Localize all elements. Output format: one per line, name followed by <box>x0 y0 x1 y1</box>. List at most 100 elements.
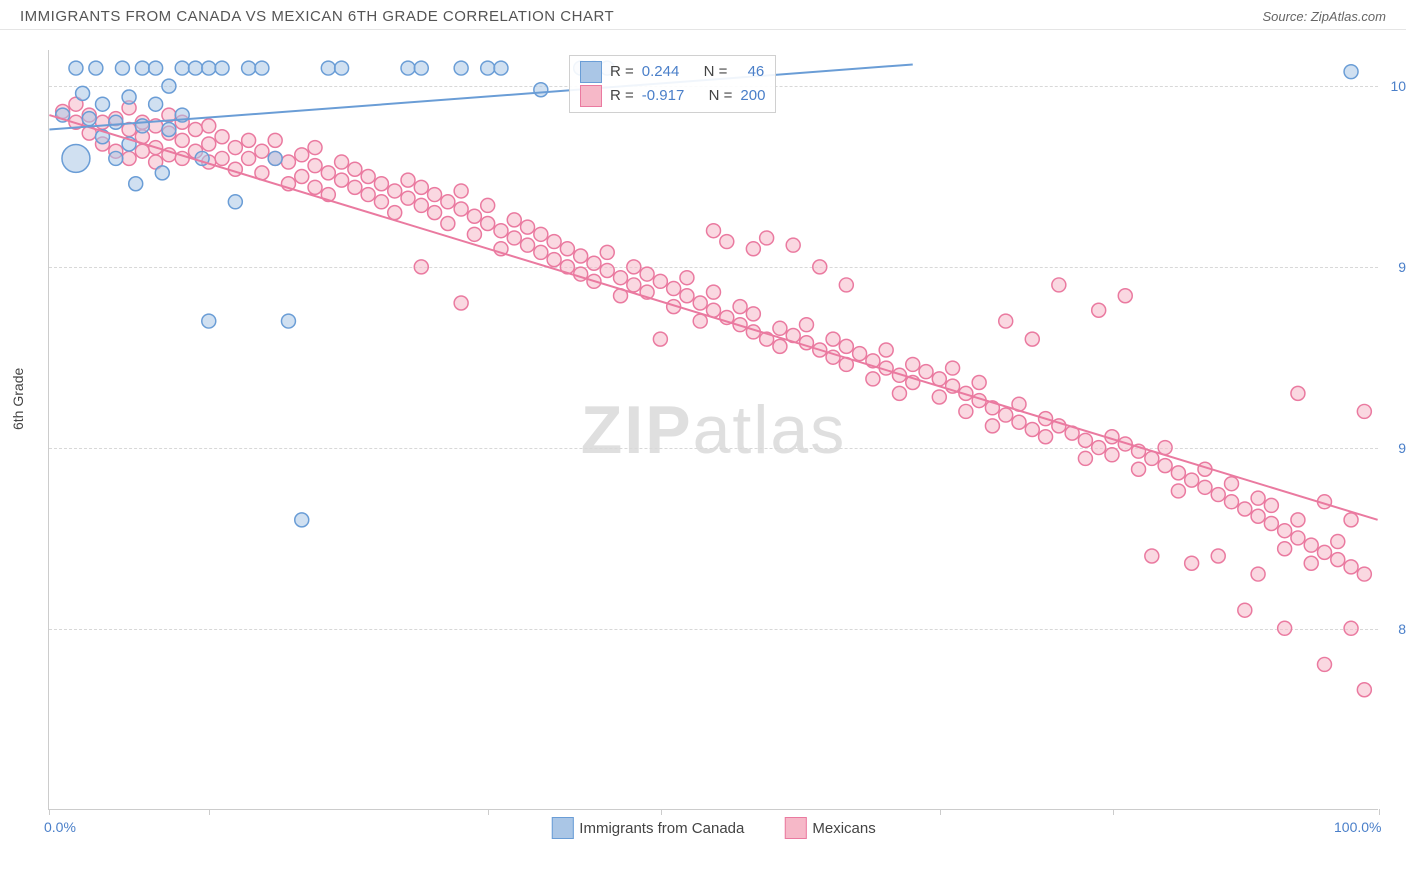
data-point <box>109 115 123 129</box>
data-point <box>1291 386 1305 400</box>
data-point <box>521 238 535 252</box>
data-point <box>494 61 508 75</box>
data-point <box>295 513 309 527</box>
data-point <box>1251 567 1265 581</box>
data-point <box>799 318 813 332</box>
data-point <box>155 166 169 180</box>
data-point <box>1132 462 1146 476</box>
data-point <box>308 159 322 173</box>
data-point <box>680 289 694 303</box>
data-point <box>839 278 853 292</box>
data-point <box>175 61 189 75</box>
data-point <box>228 195 242 209</box>
data-point <box>521 220 535 234</box>
data-point <box>600 263 614 277</box>
data-point <box>414 61 428 75</box>
data-point <box>96 115 110 129</box>
data-point <box>1185 556 1199 570</box>
data-point <box>82 112 96 126</box>
data-point <box>1211 488 1225 502</box>
data-point <box>467 209 481 223</box>
data-point <box>129 177 143 191</box>
correlation-legend: R = 0.244 N = 46 R = -0.917 N = 200 <box>569 55 776 113</box>
data-point <box>627 260 641 274</box>
data-point <box>122 151 136 165</box>
y-tick-label: 90.0% <box>1383 440 1406 456</box>
data-point <box>1225 495 1239 509</box>
data-point <box>879 343 893 357</box>
data-point <box>242 151 256 165</box>
data-point <box>813 260 827 274</box>
data-point <box>614 271 628 285</box>
data-point <box>388 206 402 220</box>
data-point <box>335 155 349 169</box>
data-point <box>1344 560 1358 574</box>
data-point <box>467 227 481 241</box>
data-point <box>335 61 349 75</box>
data-point <box>481 198 495 212</box>
data-point <box>441 216 455 230</box>
data-point <box>202 137 216 151</box>
data-point <box>693 314 707 328</box>
data-point <box>1158 459 1172 473</box>
data-point <box>414 260 428 274</box>
data-point <box>414 180 428 194</box>
data-point <box>906 357 920 371</box>
data-point <box>228 141 242 155</box>
data-point <box>1238 502 1252 516</box>
data-point <box>215 130 229 144</box>
data-point <box>1304 556 1318 570</box>
data-point <box>587 256 601 270</box>
data-point <box>242 61 256 75</box>
x-tick <box>488 809 489 815</box>
data-point <box>321 61 335 75</box>
plot-area <box>49 50 1378 809</box>
data-point <box>308 180 322 194</box>
data-point <box>388 184 402 198</box>
data-point <box>321 166 335 180</box>
data-point <box>281 314 295 328</box>
data-point <box>481 61 495 75</box>
data-point <box>428 206 442 220</box>
data-point <box>414 198 428 212</box>
data-point <box>547 235 561 249</box>
data-point <box>507 231 521 245</box>
data-point <box>202 119 216 133</box>
trend-line <box>49 115 1377 520</box>
data-point <box>1278 524 1292 538</box>
data-point <box>640 267 654 281</box>
x-tick <box>661 809 662 815</box>
data-point <box>972 376 986 390</box>
data-point <box>255 61 269 75</box>
data-point <box>454 61 468 75</box>
data-point <box>1171 466 1185 480</box>
data-point <box>122 90 136 104</box>
data-point <box>1304 538 1318 552</box>
data-point <box>1251 491 1265 505</box>
data-point <box>175 133 189 147</box>
data-point <box>707 224 721 238</box>
data-point <box>149 97 163 111</box>
data-point <box>1225 477 1239 491</box>
data-point <box>1092 303 1106 317</box>
data-point <box>242 133 256 147</box>
data-point <box>1291 513 1305 527</box>
y-tick-label: 95.0% <box>1383 259 1406 275</box>
data-point <box>919 365 933 379</box>
data-point <box>335 173 349 187</box>
data-point <box>348 162 362 176</box>
data-point <box>255 144 269 158</box>
data-point <box>1092 441 1106 455</box>
data-point <box>215 151 229 165</box>
data-point <box>560 242 574 256</box>
x-tick-label: 0.0% <box>44 819 76 835</box>
data-point <box>534 245 548 259</box>
data-point <box>1344 513 1358 527</box>
n-value-canada: 46 <box>748 60 765 84</box>
data-point <box>1318 545 1332 559</box>
data-point <box>534 227 548 241</box>
swatch-mexican <box>580 85 602 107</box>
data-point <box>1357 683 1371 697</box>
data-point <box>746 242 760 256</box>
data-point <box>680 271 694 285</box>
